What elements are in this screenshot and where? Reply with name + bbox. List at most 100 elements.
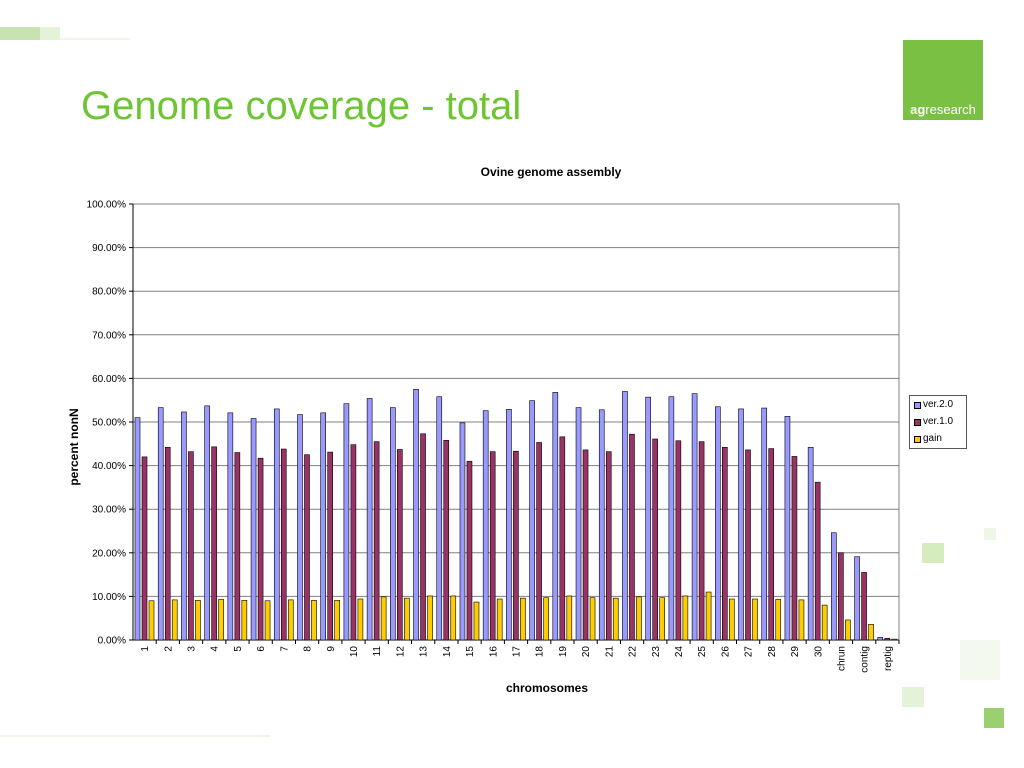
- bar-ver-2-0: [529, 400, 535, 641]
- bar-gain: [380, 596, 387, 641]
- bar-ver-2-0: [413, 388, 419, 641]
- bar-ver-2-0: [807, 446, 814, 641]
- x-tick-label: 16: [488, 646, 499, 658]
- bar-ver-2-0: [668, 396, 675, 641]
- x-axis-label: chromosomes: [506, 681, 588, 695]
- bar-ver-2-0: [320, 412, 326, 641]
- bar-ver-2-0: [784, 416, 791, 641]
- bar-gain: [218, 599, 224, 641]
- y-tick-label: 60.00%: [92, 374, 126, 385]
- bar-gain: [775, 599, 782, 641]
- y-tick-label: 50.00%: [92, 418, 126, 429]
- bar-ver-1-0: [605, 451, 612, 641]
- x-tick-label: 8: [303, 646, 314, 652]
- bar-ver-1-0: [466, 460, 473, 641]
- bar-gain: [496, 598, 503, 641]
- x-tick-label: 20: [581, 646, 592, 658]
- bar-ver-2-0: [343, 403, 350, 641]
- x-tick-label: 29: [790, 646, 801, 658]
- x-tick-label: 3: [187, 646, 198, 652]
- decor-top-bar-light: [40, 27, 60, 40]
- bar-gain: [334, 600, 340, 641]
- bar-ver-1-0: [838, 552, 844, 641]
- bar-gain: [845, 619, 851, 641]
- decor-bottom-line: [0, 735, 270, 737]
- x-tick-label: 19: [558, 646, 569, 658]
- bar-gain: [287, 599, 294, 641]
- x-tick-label: 14: [442, 646, 453, 658]
- bar-ver-2-0: [854, 556, 860, 641]
- bar-ver-2-0: [157, 407, 164, 641]
- bar-ver-1-0: [559, 436, 566, 641]
- bar-ver-1-0: [420, 433, 426, 641]
- bar-ver-1-0: [791, 456, 798, 641]
- bar-ver-2-0: [552, 392, 559, 641]
- bar-ver-1-0: [397, 449, 403, 641]
- bar-gain: [752, 598, 758, 641]
- x-tick-label: chrun: [836, 646, 847, 671]
- bar-gain: [357, 598, 364, 641]
- bar-gain: [868, 624, 874, 641]
- x-tick-label: 22: [628, 646, 639, 658]
- bar-ver-2-0: [482, 410, 489, 641]
- bar-ver-2-0: [366, 398, 373, 641]
- x-tick-label: 2: [163, 646, 174, 652]
- bar-ver-2-0: [390, 407, 396, 641]
- bar-gain: [171, 599, 178, 641]
- bar-gain: [821, 604, 828, 641]
- x-tick-label: 21: [604, 646, 615, 658]
- x-tick-label: 12: [395, 646, 406, 658]
- bar-ver-1-0: [675, 440, 682, 641]
- bar-gain: [612, 597, 619, 641]
- y-tick-label: 20.00%: [92, 548, 126, 559]
- bar-gain: [450, 595, 457, 641]
- bar-ver-1-0: [280, 448, 287, 641]
- bar-ver-2-0: [598, 409, 605, 641]
- bar-ver-1-0: [652, 438, 658, 641]
- bar-ver-1-0: [722, 446, 728, 641]
- bar-ver-1-0: [327, 451, 333, 641]
- bar-gain: [682, 595, 689, 641]
- x-tick-label: 28: [767, 646, 778, 658]
- bar-ver-1-0: [443, 440, 450, 641]
- x-tick-label: 26: [720, 646, 731, 658]
- bar-ver-1-0: [211, 446, 217, 641]
- bar-gain: [311, 600, 317, 641]
- x-tick-label: 17: [512, 646, 523, 658]
- bar-gain: [473, 601, 480, 641]
- bar-gain: [659, 597, 665, 641]
- bar-ver-2-0: [181, 411, 187, 641]
- y-tick-label: 10.00%: [92, 592, 126, 603]
- x-tick-label: 30: [813, 646, 824, 658]
- decor-square: [960, 640, 1000, 680]
- bar-ver-1-0: [745, 449, 751, 641]
- bar-ver-1-0: [188, 451, 194, 641]
- decor-square: [984, 708, 1004, 728]
- x-tick-label: 11: [372, 646, 383, 657]
- bar-ver-2-0: [761, 407, 768, 641]
- bar-gain: [729, 598, 735, 641]
- chart-legend: ver.2.0 ver.1.0 gain: [909, 395, 967, 449]
- bar-gain: [543, 597, 549, 641]
- bar-ver-1-0: [489, 451, 496, 641]
- bar-ver-1-0: [536, 442, 542, 641]
- bar-ver-1-0: [884, 637, 891, 641]
- chart-title: Ovine genome assembly: [481, 165, 622, 179]
- x-tick-label: 10: [349, 646, 360, 658]
- bar-gain: [891, 638, 898, 641]
- y-tick-label: 40.00%: [92, 461, 126, 472]
- bar-ver-1-0: [768, 448, 775, 641]
- bar-ver-2-0: [297, 414, 303, 641]
- x-tick-label: 5: [233, 646, 244, 652]
- slide-title: Genome coverage - total: [81, 84, 522, 128]
- legend-swatch-ver2: [914, 402, 921, 409]
- bar-ver-2-0: [831, 532, 837, 641]
- x-tick-label: 6: [256, 646, 267, 652]
- x-tick-label: 23: [651, 646, 662, 658]
- bar-ver-2-0: [575, 407, 582, 641]
- bar-ver-2-0: [877, 637, 884, 641]
- bar-ver-2-0: [622, 391, 628, 641]
- legend-swatch-ver1: [914, 419, 921, 426]
- bar-ver-2-0: [204, 405, 210, 641]
